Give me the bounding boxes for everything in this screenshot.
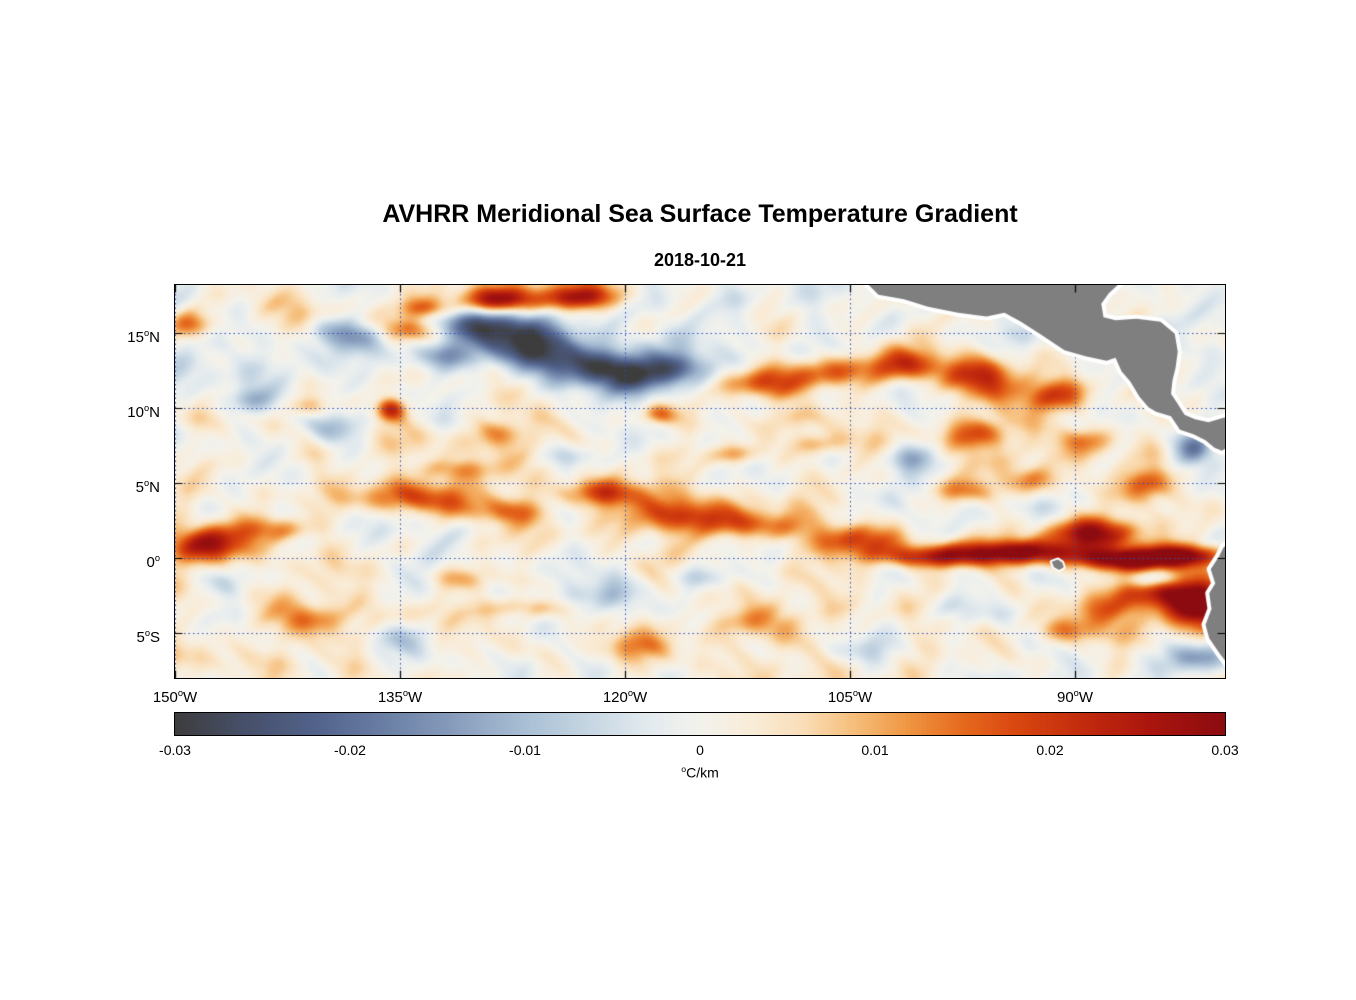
x-tick-label: 120oW [602,688,648,706]
y-tick-label: 15oN [127,328,160,346]
chart-subtitle: 2018-10-21 [653,250,747,270]
y-tick-label: 10oN [127,403,160,421]
colorbar-tick-label: -0.03 [159,742,191,758]
colorbar-tick-label: 0.03 [1211,742,1239,758]
colorbar-tick-label: 0 [696,742,704,758]
x-axis-tick-labels: 150oW 135oW 120oW 105oW 90oW [153,688,1227,710]
map-plot [174,284,1226,679]
chart-title: AVHRR Meridional Sea Surface Temperature… [382,200,1018,228]
y-axis-tick-labels: 15oN 10oN 5oN 0o 5oS [0,284,168,680]
colorbar-tick-label: -0.01 [509,742,541,758]
colorbar-tick-label: 0.01 [861,742,889,758]
x-tick-label: 105oW [827,688,873,706]
x-tick-label: 135oW [377,688,423,706]
x-tick-label: 90oW [1056,688,1094,706]
colorbar-tick-label: 0.02 [1036,742,1064,758]
colorbar-canvas [175,713,1225,735]
y-tick-label: 5oN [135,478,160,496]
y-tick-label: 0o [146,553,160,571]
y-tick-label: 5oS [136,628,160,646]
x-tick-label: 150oW [152,688,198,706]
colorbar-units-label: oC/km [681,764,719,781]
colorbar-tick-labels: -0.03 -0.02 -0.01 0 0.01 0.02 0.03 [159,742,1239,762]
colorbar [174,712,1226,736]
map-canvas [175,285,1225,678]
colorbar-tick-label: -0.02 [334,742,366,758]
